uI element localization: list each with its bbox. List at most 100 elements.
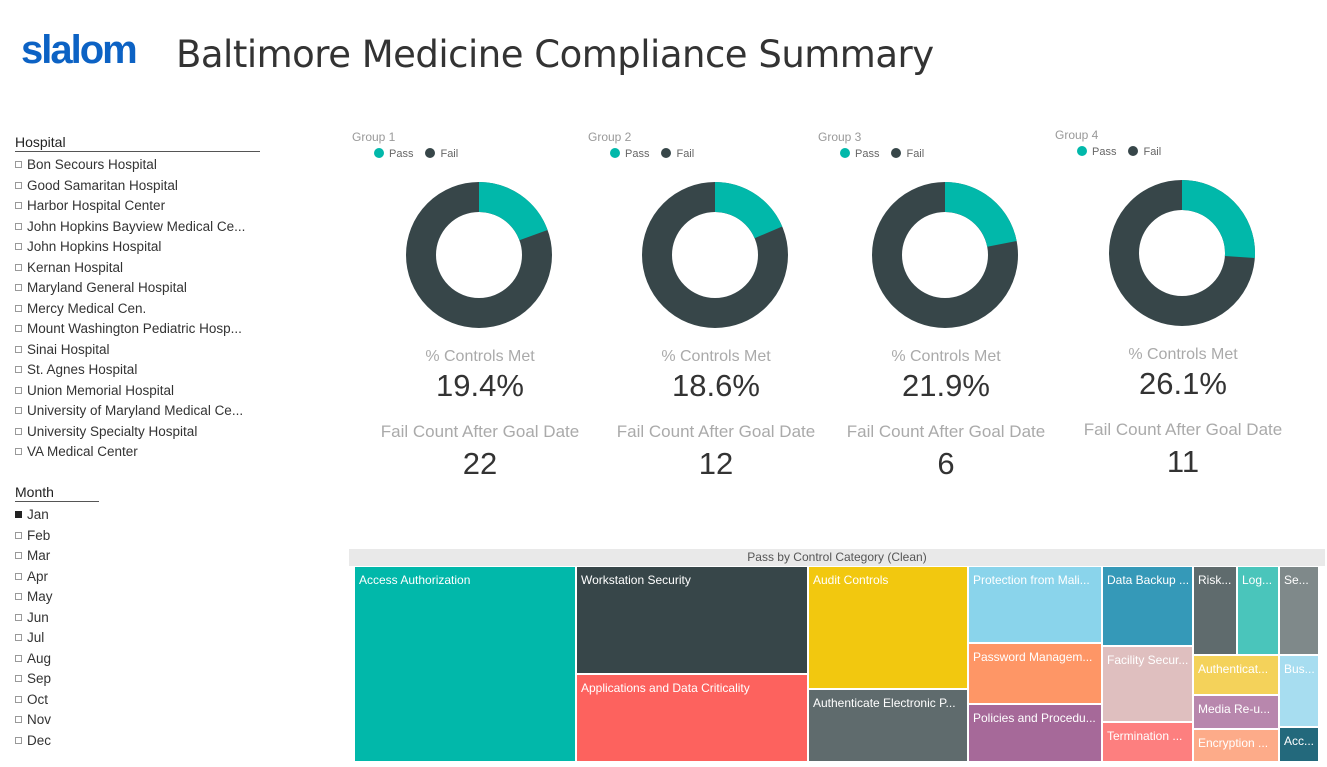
month-option[interactable]: Oct [15,690,99,711]
month-option-label: Mar [27,548,51,563]
month-option[interactable]: Apr [15,567,99,588]
hospital-option[interactable]: St. Agnes Hospital [15,360,260,381]
donut-pass-segment[interactable] [406,182,552,328]
treemap-tile[interactable]: Acc... [1279,727,1319,762]
checkbox-icon[interactable] [15,304,22,312]
checkbox-icon[interactable] [15,345,22,353]
treemap-tile[interactable]: Facility Secur... [1102,646,1193,722]
checkbox-icon[interactable] [15,448,22,455]
checkbox-icon[interactable] [15,243,22,250]
month-option[interactable]: Aug [15,649,99,670]
hospital-option[interactable]: University of Maryland Medical Ce... [15,401,260,422]
donut-pass-segment[interactable] [1109,180,1255,326]
checkbox-icon[interactable] [15,531,22,539]
month-option[interactable]: May [15,587,99,608]
legend-fail: Fail [891,148,924,160]
donut-pass-segment[interactable] [642,182,788,328]
checkbox-icon[interactable] [15,202,22,209]
hospital-option[interactable]: Union Memorial Hospital [15,381,260,402]
hospital-option[interactable]: University Specialty Hospital [15,422,260,443]
hospital-option[interactable]: Good Samaritan Hospital [15,176,260,197]
checkbox-icon[interactable] [15,572,22,580]
treemap-tile[interactable]: Media Re-u... [1193,695,1279,729]
checkbox-icon[interactable] [15,407,22,414]
checkbox-icon[interactable] [15,634,22,641]
treemap-tile[interactable]: Password Managem... [968,643,1102,704]
treemap-tile[interactable]: Authenticat... [1193,655,1279,695]
treemap-tile-label: Termination ... [1107,729,1183,743]
month-option[interactable]: Mar [15,546,99,567]
treemap-tile[interactable]: Bus... [1279,655,1319,727]
month-option[interactable]: Dec [15,731,99,752]
treemap-tile-label: Authenticate Electronic P... [813,696,956,710]
group-panel: Group 3 Pass Fail % Controls Met 21.9% Fail C… [818,130,1058,481]
hospital-slicer-title: Hospital [15,134,260,152]
checkbox-icon[interactable] [15,511,22,518]
month-option-label: Feb [27,527,51,543]
checkbox-icon[interactable] [15,654,22,662]
month-option[interactable]: Nov [15,710,99,731]
page-title: Baltimore Medicine Compliance Summary [176,33,934,76]
legend-pass: Pass [1077,146,1116,158]
month-option-label: Jan [27,507,49,522]
hospital-option-label: University Specialty Hospital [27,423,198,439]
treemap-tile-label: Log... [1242,573,1273,587]
hospital-option[interactable]: John Hopkins Hospital [15,237,260,258]
checkbox-icon[interactable] [15,263,22,271]
month-option-label: Sep [27,671,52,686]
hospital-option[interactable]: Mercy Medical Cen. [15,299,260,320]
month-option[interactable]: Jun [15,608,99,629]
month-option[interactable]: Jan [15,505,99,526]
checkbox-icon[interactable] [15,593,22,600]
month-option[interactable]: Feb [15,526,99,547]
pass-dot-icon [840,148,850,158]
treemap-tile[interactable]: Data Backup ... [1102,566,1193,646]
donut-chart [406,182,552,328]
hospital-option[interactable]: Maryland General Hospital [15,278,260,299]
treemap-tile[interactable]: Applications and Data Criticality [576,674,808,762]
checkbox-icon[interactable] [15,284,22,291]
treemap-tile[interactable]: Termination ... [1102,722,1193,762]
checkbox-icon[interactable] [15,716,22,723]
checkbox-icon[interactable] [15,366,22,373]
fail-dot-icon [425,148,436,158]
treemap-title: Pass by Control Category (Clean) [349,549,1325,566]
hospital-option[interactable]: Bon Secours Hospital [15,155,260,176]
checkbox-icon[interactable] [15,222,22,230]
treemap-tile[interactable]: Authenticate Electronic P... [808,689,968,762]
treemap-tile-label: Audit Controls [813,573,889,587]
checkbox-icon[interactable] [15,736,22,744]
treemap-tile[interactable]: Se... [1279,566,1319,655]
checkbox-icon[interactable] [15,552,22,559]
hospital-option[interactable]: Kernan Hospital [15,258,260,279]
treemap-tile[interactable]: Log... [1237,566,1279,655]
checkbox-icon[interactable] [15,181,22,189]
hospital-option-label: Mercy Medical Cen. [27,300,147,316]
treemap-tile[interactable]: Encryption ... [1193,729,1279,762]
checkbox-icon[interactable] [15,427,22,435]
hospital-option[interactable]: Mount Washington Pediatric Hosp... [15,319,260,340]
hospital-option[interactable]: VA Medical Center [15,442,260,463]
month-option[interactable]: Jul [15,628,99,649]
treemap-tile[interactable]: Workstation Security [576,566,808,674]
checkbox-icon[interactable] [15,613,22,621]
treemap-tile[interactable]: Access Authorization [354,566,576,762]
month-option[interactable]: Sep [15,669,99,690]
hospital-option-label: John Hopkins Bayview Medical Ce... [27,218,246,234]
treemap-tile[interactable]: Policies and Procedu... [968,704,1102,762]
hospital-option[interactable]: Sinai Hospital [15,340,260,361]
checkbox-icon[interactable] [15,695,22,703]
hospital-option[interactable]: John Hopkins Bayview Medical Ce... [15,217,260,238]
treemap-chart: Pass by Control Category (Clean) Access … [349,549,1325,762]
fail-count-label: Fail Count After Goal Date [846,422,1046,441]
hospital-option[interactable]: Harbor Hospital Center [15,196,260,217]
treemap-tile[interactable]: Protection from Mali... [968,566,1102,643]
treemap-tile[interactable]: Risk... [1193,566,1237,655]
legend-fail-label: Fail [1143,146,1162,158]
treemap-tile[interactable]: Audit Controls [808,566,968,689]
checkbox-icon[interactable] [15,675,22,682]
donut-pass-segment[interactable] [872,182,1018,328]
checkbox-icon[interactable] [15,161,22,168]
checkbox-icon[interactable] [15,386,22,394]
checkbox-icon[interactable] [15,325,22,332]
